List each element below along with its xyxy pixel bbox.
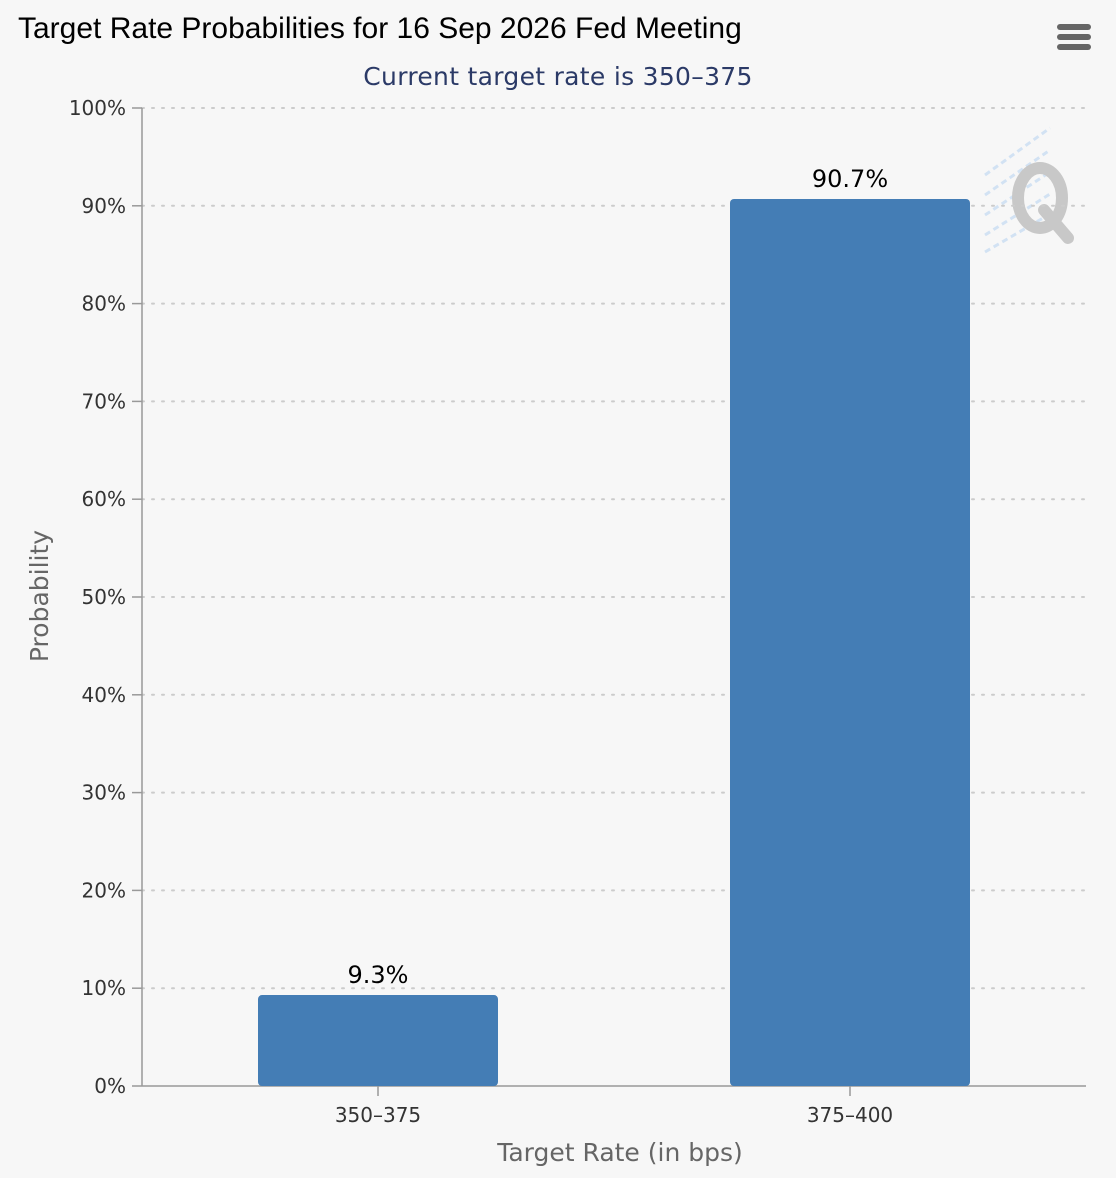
watermark-logo xyxy=(984,126,1074,254)
bar-data-label: 9.3% xyxy=(348,961,409,989)
x-tick-label: 375–400 xyxy=(807,1103,893,1127)
y-axis-title: Probability xyxy=(25,530,54,662)
y-tick-label: 100% xyxy=(69,96,126,120)
y-tick-label: 70% xyxy=(82,389,126,413)
y-tick-label: 90% xyxy=(82,194,126,218)
y-tick-label: 40% xyxy=(82,683,126,707)
hamburger-menu-icon[interactable] xyxy=(1052,18,1096,56)
x-axis-title: Target Rate (in bps) xyxy=(496,1138,743,1167)
y-tick-label: 0% xyxy=(94,1074,126,1098)
menu-line xyxy=(1057,24,1091,30)
y-tick-label: 30% xyxy=(82,781,126,805)
y-tick-label: 60% xyxy=(82,487,126,511)
bar-data-label: 90.7% xyxy=(812,165,888,193)
y-tick-label: 10% xyxy=(82,976,126,1000)
chart-title: Target Rate Probabilities for 16 Sep 202… xyxy=(18,12,742,45)
menu-line xyxy=(1057,34,1091,40)
bar[interactable] xyxy=(258,995,498,1086)
y-tick-label: 20% xyxy=(82,878,126,902)
menu-line xyxy=(1057,44,1091,50)
chart-subtitle: Current target rate is 350–375 xyxy=(363,62,753,91)
bar[interactable] xyxy=(730,198,970,1087)
x-tick-label: 350–375 xyxy=(335,1103,421,1127)
y-tick-label: 80% xyxy=(82,292,126,316)
y-tick-label: 50% xyxy=(82,585,126,609)
